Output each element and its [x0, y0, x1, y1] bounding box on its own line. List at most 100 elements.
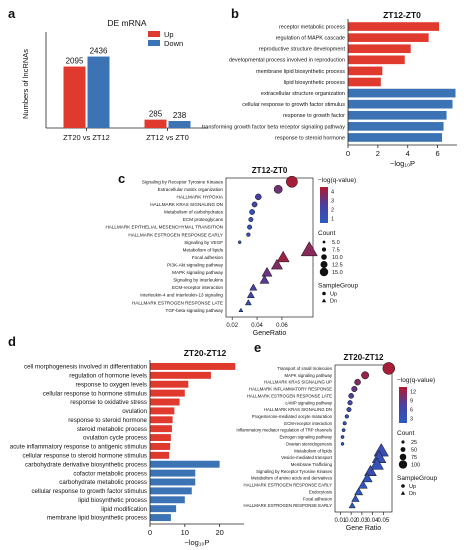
panel-e-category-label: MAPK signaling pathway	[284, 373, 332, 378]
panel-c-shape-legend-up: Up	[330, 292, 337, 298]
panel-a-bar-label: 285	[149, 110, 163, 119]
panel-b-title: ZT12-ZT0	[383, 10, 421, 20]
panel-e-point	[369, 457, 384, 470]
panel-e-color-legend-title: −log(q-value)	[397, 377, 435, 384]
panel-c-category-label: PI3K-Akt signaling pathway	[167, 262, 224, 267]
panel-e-category-label: ECM-receptor interaction	[284, 421, 332, 426]
panel-d-category-label: cell morphogenesis involved in different…	[24, 364, 148, 371]
panel-d-bar	[150, 442, 171, 450]
panel-b-bar	[348, 44, 411, 54]
panel-d-category-label: steroid metabolic process	[77, 426, 147, 433]
panel-e-colorbar	[399, 387, 407, 423]
panel-e-category-label: Metabolism of amino acids and derivative…	[251, 476, 332, 481]
panel-c-category-label: TGF-beta signaling pathway	[166, 308, 224, 313]
panel-c-size-legend-label: 10.0	[332, 255, 343, 261]
panel-d-category-label: regulation of hormone levels	[69, 373, 147, 380]
panel-c-size-legend-label: 12.5	[332, 263, 343, 269]
panel-d-bar	[150, 460, 220, 468]
panel-b-bar	[348, 77, 381, 87]
panel-b-category-label: response to growth factor	[283, 113, 345, 119]
panel-e-category-label: HALLMARK ESTROGEN RESPONSE EARLY	[243, 483, 332, 488]
panel-e-category-label: HALLMARK KRAS SIGNALING DN	[264, 407, 332, 412]
panel-letter-a: a	[8, 6, 16, 21]
panel-c-x-tick-label: 0.06	[276, 323, 288, 329]
panel-e-x-tick-label: 0.03	[356, 518, 368, 524]
panel-e-point	[340, 442, 345, 446]
panel-d-category-label: carbohydrate derivative biosynthetic pro…	[25, 461, 147, 468]
panel-c-category-label: Focal adhesion	[192, 255, 224, 260]
panel-a-x-tick-label: ZT20 vs ZT12	[63, 133, 110, 142]
panel-d-bar	[150, 514, 171, 522]
panel-a-legend-swatch	[148, 31, 160, 37]
panel-b-x-tick-label: 4	[406, 149, 410, 158]
panel-d-bar	[150, 371, 211, 379]
panel-d-bar	[150, 469, 196, 477]
panel-e-category-label: Membrane Trafficking	[291, 462, 333, 467]
panel-e-category-label: Endocytosis	[309, 489, 332, 494]
panel-a-bar-label: 2095	[66, 57, 84, 66]
panel-e-size-legend-dot	[398, 460, 408, 469]
panel-e-point	[340, 435, 345, 439]
panel-b-category-label: transforming growth factor beta receptor…	[202, 124, 345, 130]
panel-b-category-label: cellular response to growth factor stimu…	[242, 102, 345, 108]
panel-c-point	[237, 240, 242, 244]
panel-d-bar	[150, 451, 170, 459]
panel-e-category-label: Metabolism of lipids	[294, 448, 332, 453]
panel-e-point	[351, 385, 358, 393]
panel-c-size-legend-label: 15.0	[332, 270, 343, 276]
panel-e-xlabel: Gene Ratio	[346, 525, 382, 532]
panel-d-category-label: response to steroid hormone	[68, 417, 147, 424]
panel-d-category-label: cellular response to hormone stimulus	[43, 390, 147, 397]
panel-c-point	[273, 184, 283, 194]
panel-d-bar	[150, 362, 236, 370]
panel-d-bar	[150, 487, 192, 495]
panel-d-bar	[150, 425, 172, 433]
panel-e-shape-legend-triangle	[400, 491, 406, 495]
panel-c-title: ZT12-ZT0	[252, 166, 288, 175]
panel-e-shape-legend-up: Up	[409, 484, 416, 490]
panel-e-point	[354, 487, 364, 496]
panel-b-bar	[348, 133, 443, 142]
panel-d-category-label: ovulation cycle process	[83, 435, 147, 442]
panel-c-category-label: Signaling by Interleukins	[173, 278, 223, 283]
panel-b-bar	[348, 122, 444, 131]
panel-b-bar	[348, 22, 440, 31]
panel-e-colorbar-tick-label: 9	[410, 399, 413, 405]
panel-c-color-legend-title: −log(q-value)	[318, 177, 356, 184]
panel-e-shape-legend-title: SampleGroup	[397, 475, 437, 482]
panel-e-point	[361, 371, 370, 380]
panel-e-category-label: HALLMARK ESTROGEN RESPONSE EARLY	[243, 503, 332, 508]
panel-e-point	[341, 428, 346, 433]
panel-e-shape-legend-dn: Dn	[409, 491, 416, 497]
panel-e-x-tick-label: 0.02	[345, 518, 357, 524]
panel-e-category-label: Progesterone-mediated oocyte maturation	[252, 414, 333, 419]
panel-c-point	[285, 175, 298, 188]
panel-e-size-legend-title: Count	[397, 430, 415, 437]
panel-d-category-label: cofactor metabolic process	[73, 470, 147, 477]
panel-a-bar	[144, 119, 167, 128]
panel-c-category-label: Metabolism of carbohydrates	[164, 210, 224, 215]
panel-c-shape-legend-dn: Dn	[330, 299, 337, 305]
panel-c-size-legend-dot	[321, 247, 327, 252]
panel-e-size-legend-dot	[399, 453, 407, 461]
panel-d-bar	[150, 416, 173, 424]
panel-b-category-label: lipid biosynthetic process	[284, 80, 345, 86]
panel-c-category-label: ECM-receptor interaction	[172, 285, 224, 290]
panel-e-colorbar-tick-label: 6	[410, 408, 413, 414]
panel-b-category-label: extracellular structure organization	[261, 91, 345, 97]
panel-e-size-legend-label: 100	[411, 463, 420, 469]
panel-b-bar	[348, 99, 453, 109]
panel-d-category-label: response to oxidative stress	[70, 399, 147, 406]
panel-c-colorbar	[320, 187, 328, 223]
panel-c-point	[249, 209, 255, 215]
panel-d-bar	[150, 389, 185, 397]
panel-e-size-legend-label: 50	[411, 448, 417, 454]
panel-e-x-tick-label: 0.05	[378, 518, 390, 524]
panel-e-size-legend-label: 75	[411, 455, 417, 461]
panel-e-point	[358, 480, 368, 489]
panel-d-x-tick-label: 10	[181, 528, 189, 537]
panel-c-size-legend-dot	[322, 240, 326, 244]
panel-c-point	[255, 193, 262, 201]
panel-e-point	[351, 494, 360, 502]
